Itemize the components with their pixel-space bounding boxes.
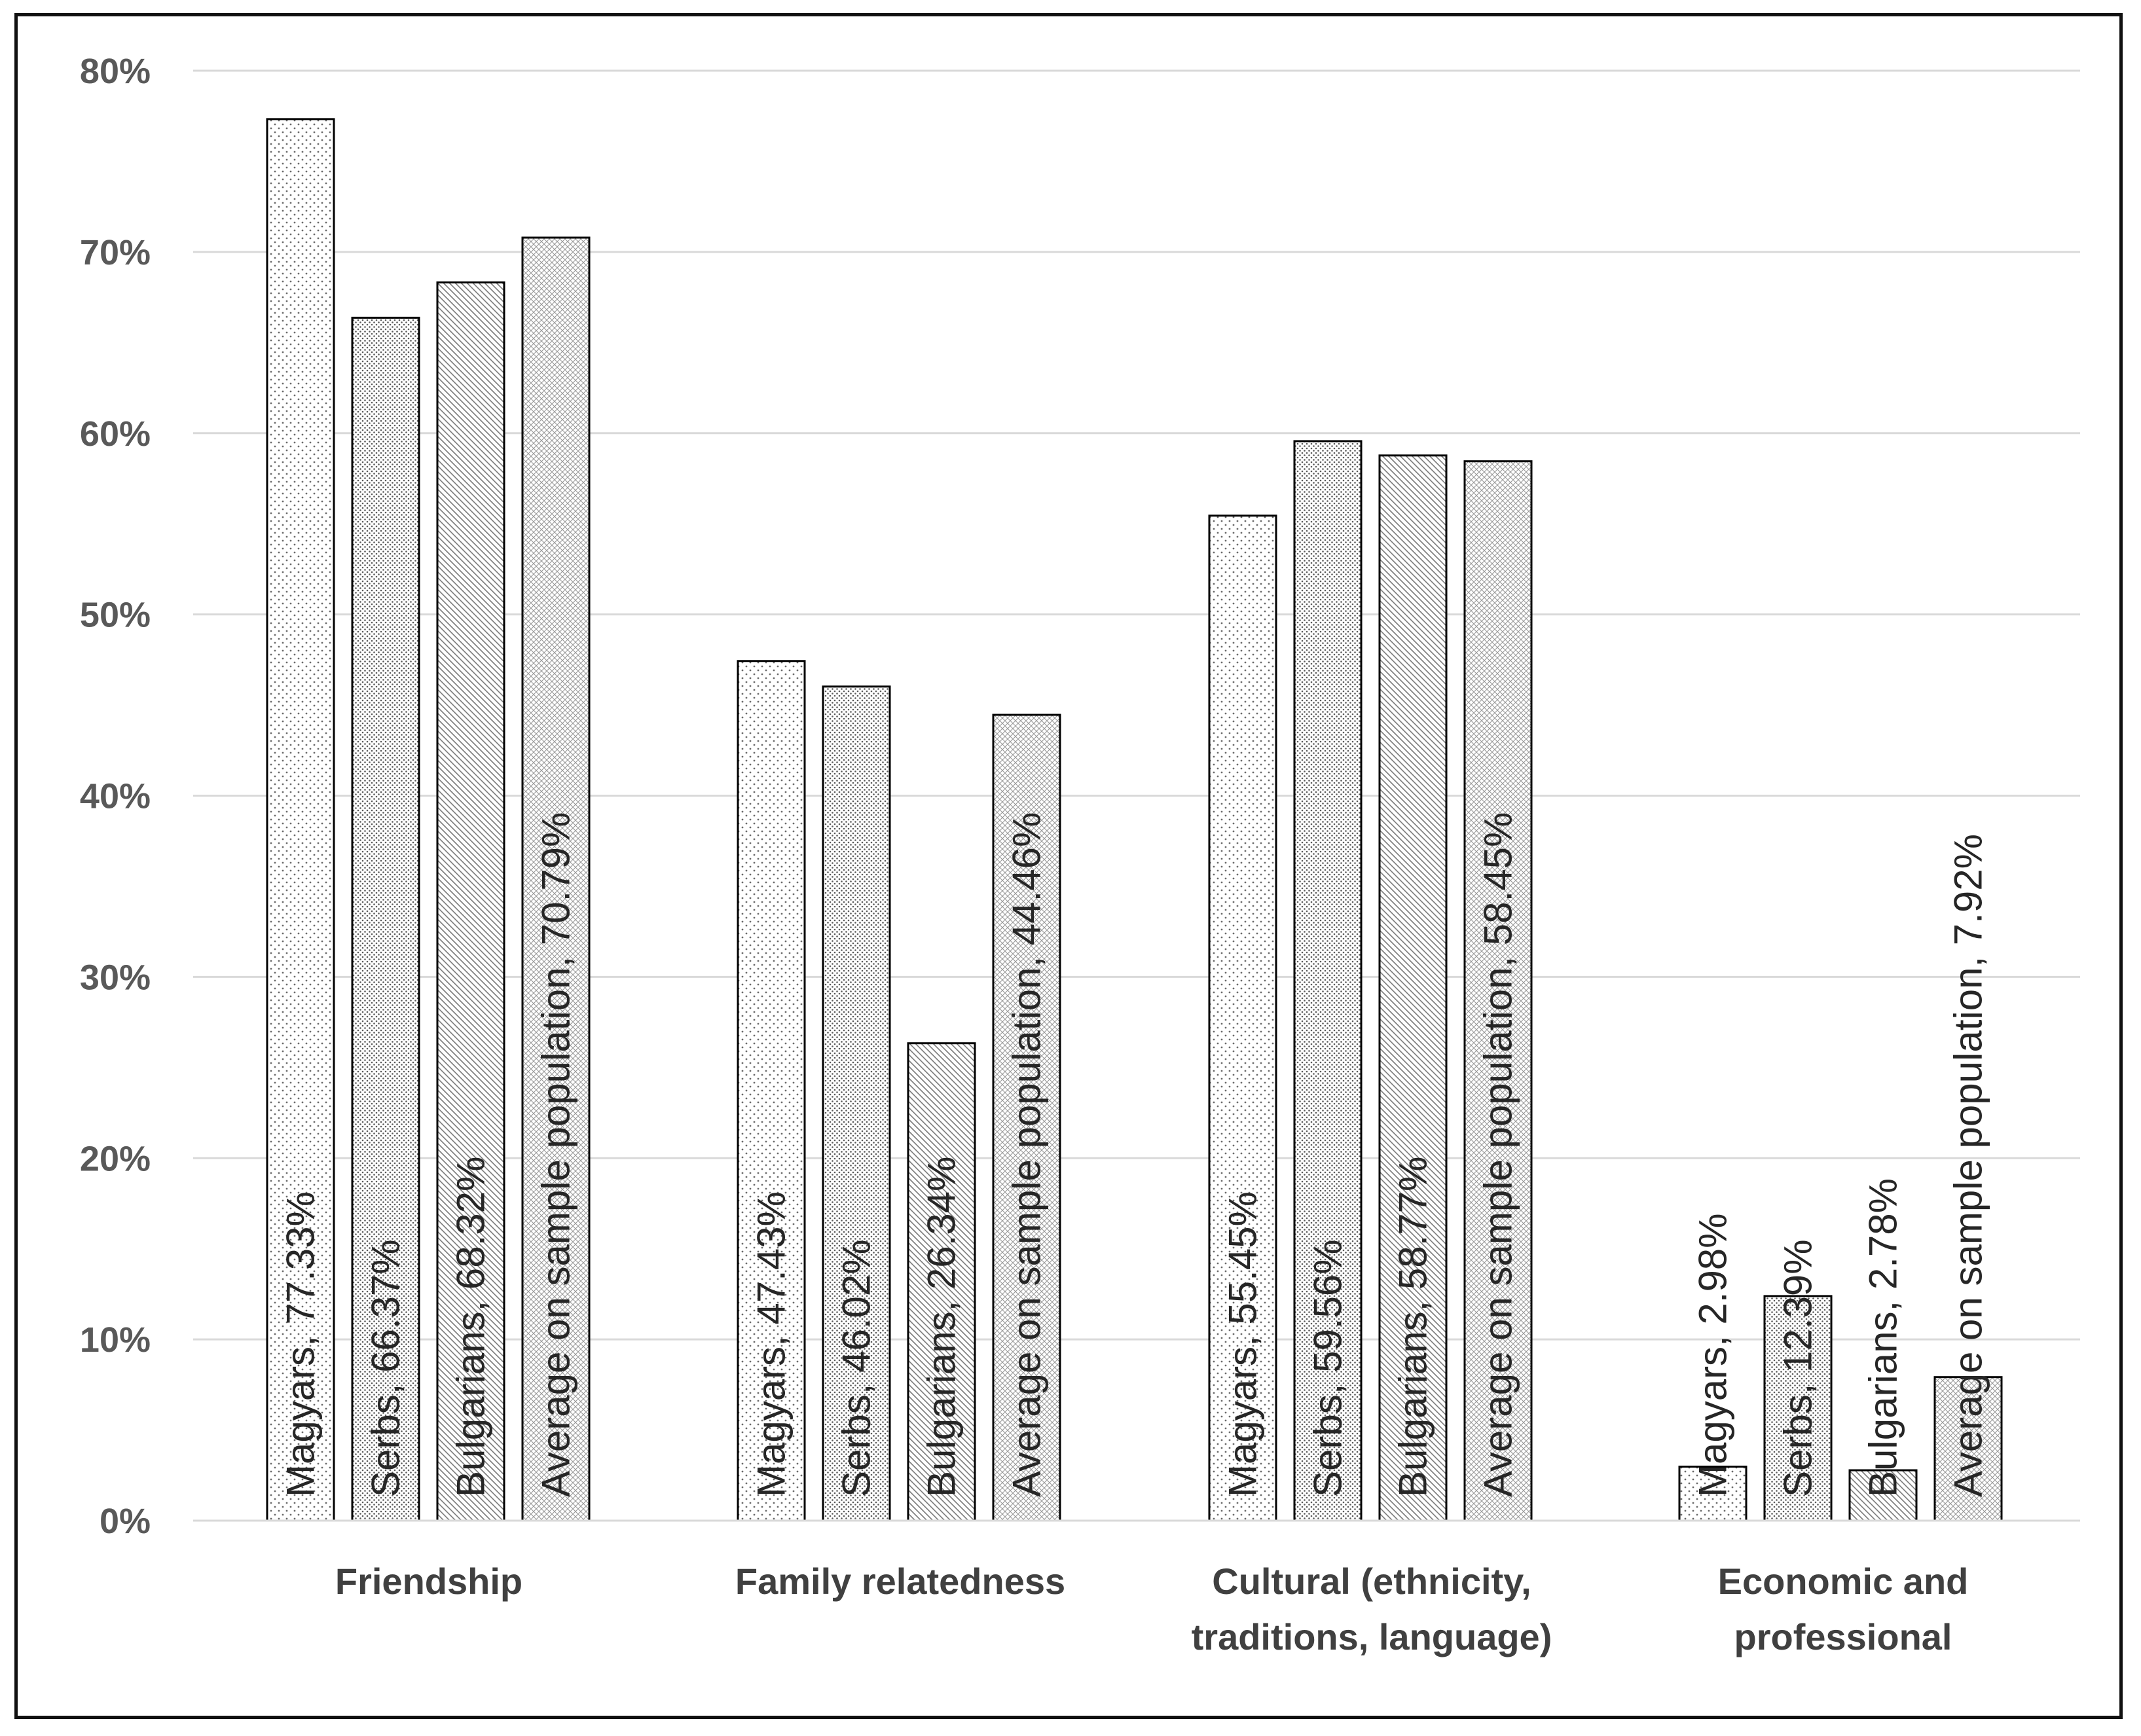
data-label-serbs-friendship: Serbs, 66.37% (364, 1239, 408, 1497)
bar-average-on-sample-population-economic-and-professional (1933, 1376, 2003, 1522)
bar-serbs-economic-and-professional (1763, 1295, 1833, 1522)
y-tick-label-50: 50% (80, 596, 151, 635)
y-tick-label-20: 20% (80, 1139, 151, 1178)
data-label-average-on-sample-population-economic-and-professional: Average on sample population, 7.92% (1947, 834, 1990, 1497)
category-label-economic-and-professional: Economic and professional (1718, 1561, 1969, 1657)
data-label-magyars-cultural-ethnicity-traditions-language: Magyars, 55.45% (1221, 1191, 1265, 1497)
data-label-average-on-sample-population-cultural-ethnicity-traditions-language: Average on sample population, 58.45% (1476, 812, 1520, 1497)
bar-serbs-family-relatedness (822, 685, 891, 1522)
bar-average-on-sample-population-cultural-ethnicity-traditions-language (1463, 460, 1533, 1522)
data-label-average-on-sample-population-friendship: Average on sample population, 70.79% (534, 812, 578, 1497)
category-label-family-relatedness: Family relatedness (735, 1561, 1065, 1602)
bar-bulgarians-cultural-ethnicity-traditions-language (1378, 454, 1448, 1522)
data-label-bulgarians-family-relatedness: Bulgarians, 26.34% (920, 1157, 964, 1497)
y-axis-tick-labels: 0% 10% 20% 30% 40% 50% 60% 70% 80% (80, 52, 151, 1541)
y-tick-label-10: 10% (80, 1320, 151, 1360)
data-label-average-on-sample-population-family-relatedness: Average on sample population, 44.46% (1005, 812, 1049, 1497)
data-label-serbs-economic-and-professional: Serbs, 12.39% (1776, 1239, 1820, 1497)
bar-chart: 0% 10% 20% 30% 40% 50% 60% 70% 80% Magyars, 77.3… (80, 52, 2080, 1657)
data-label-bulgarians-cultural-ethnicity-traditions-language: Bulgarians, 58.77% (1391, 1157, 1435, 1497)
y-tick-label-70: 70% (80, 233, 151, 272)
category-label-line-2: professional (1734, 1616, 1952, 1657)
bar-magyars-cultural-ethnicity-traditions-language (1208, 515, 1277, 1522)
category-label-line-1: Economic and (1718, 1561, 1969, 1602)
y-tick-label-80: 80% (80, 52, 151, 91)
bar-bulgarians-family-relatedness (907, 1042, 976, 1522)
chart-frame: 0% 10% 20% 30% 40% 50% 60% 70% 80% Magyars, 77.3… (14, 13, 2123, 1719)
bar-magyars-friendship (266, 118, 335, 1522)
y-tick-label-60: 60% (80, 414, 151, 454)
y-tick-label-0: 0% (100, 1502, 151, 1541)
category-label-line-1: Friendship (335, 1561, 522, 1602)
bar-magyars-family-relatedness (737, 660, 806, 1522)
y-tick-label-40: 40% (80, 777, 151, 816)
data-label-bulgarians-friendship: Bulgarians, 68.32% (449, 1157, 493, 1497)
bar-serbs-cultural-ethnicity-traditions-language (1293, 440, 1363, 1522)
category-label-friendship: Friendship (335, 1561, 522, 1602)
category-labels: Friendship Family relatedness Cultural (et… (335, 1561, 1968, 1657)
category-label-cultural-ethnicity-traditions-language: Cultural (ethnicity, traditions, language… (1192, 1561, 1552, 1657)
bar-magyars-economic-and-professional (1678, 1465, 1748, 1522)
category-label-line-2: traditions, language) (1192, 1616, 1552, 1657)
gridlines (193, 69, 2080, 1341)
y-tick-label-30: 30% (80, 958, 151, 997)
data-label-serbs-cultural-ethnicity-traditions-language: Serbs, 59.56% (1306, 1239, 1350, 1497)
data-label-magyars-friendship: Magyars, 77.33% (279, 1191, 323, 1497)
bar-serbs-friendship (351, 316, 420, 1522)
data-label-bulgarians-economic-and-professional: Bulgarians, 2.78% (1861, 1178, 1905, 1497)
category-label-line-1: Cultural (ethnicity, (1212, 1561, 1531, 1602)
category-label-line-1: Family relatedness (735, 1561, 1065, 1602)
data-label-magyars-economic-and-professional: Magyars, 2.98% (1691, 1213, 1735, 1497)
bar-average-on-sample-population-family-relatedness (992, 714, 1061, 1522)
data-label-serbs-family-relatedness: Serbs, 46.02% (835, 1239, 879, 1497)
data-labels: Magyars, 77.33% Magyars, 47.43% Magyars, 5… (279, 812, 1990, 1497)
bars (266, 118, 2003, 1522)
data-label-magyars-family-relatedness: Magyars, 47.43% (750, 1191, 794, 1497)
